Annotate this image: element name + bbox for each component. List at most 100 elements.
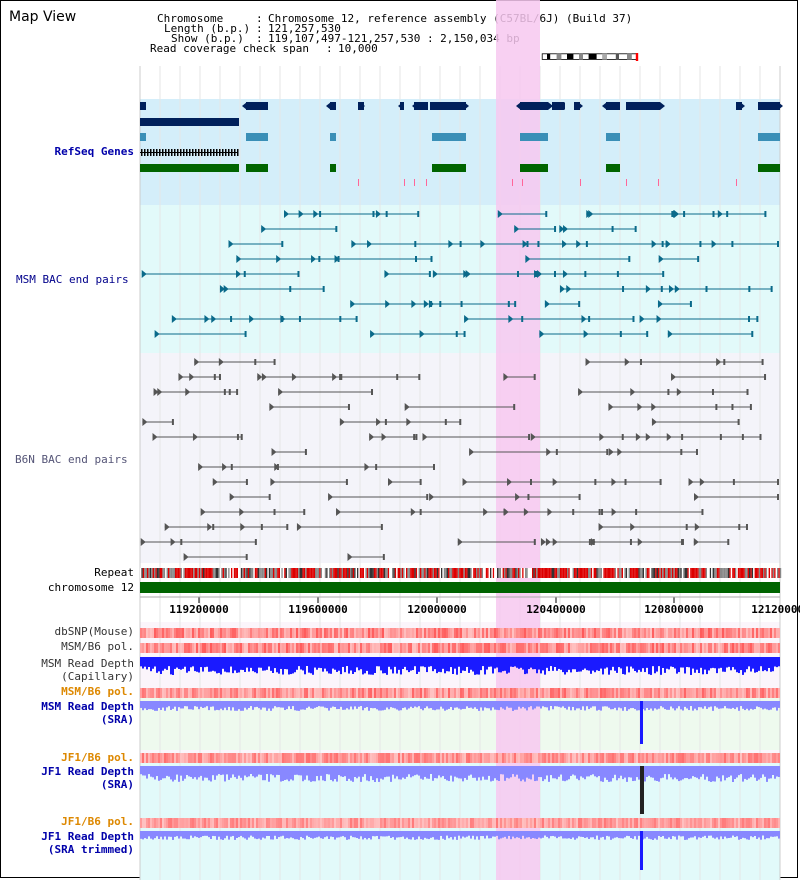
depth-bar bbox=[144, 766, 146, 776]
pol-heat-cell bbox=[752, 753, 754, 763]
track-label-b6n-bac[interactable]: B6N BAC end pairs bbox=[15, 453, 128, 466]
track-label-refseq-genes[interactable]: RefSeq Genes bbox=[54, 145, 134, 158]
axis-tick-label: 120000000 bbox=[407, 603, 467, 616]
depth-bar bbox=[368, 831, 370, 839]
pol-heat-cell bbox=[328, 818, 330, 828]
msm-bac-pair-end bbox=[522, 240, 528, 248]
pol-heat-cell bbox=[410, 688, 412, 698]
chromosome-ideogram[interactable] bbox=[531, 53, 651, 61]
pol-heat-cell bbox=[314, 643, 316, 653]
depth-bar bbox=[538, 701, 540, 707]
pol-heat-cell bbox=[714, 688, 716, 698]
repeat-element bbox=[149, 568, 152, 578]
pol-heat-cell bbox=[756, 753, 758, 763]
depth-bar bbox=[718, 831, 720, 840]
depth-bar bbox=[400, 766, 402, 780]
pol-heat-cell bbox=[488, 628, 490, 638]
pol-heat-cell bbox=[722, 753, 724, 763]
pol-heat-cell bbox=[734, 643, 736, 653]
depth-bar bbox=[576, 657, 578, 672]
depth-bar bbox=[416, 701, 418, 708]
pol-heat-cell bbox=[326, 753, 328, 763]
pol-heat-cell bbox=[342, 818, 344, 828]
depth-bar bbox=[702, 831, 704, 837]
pol-heat-cell bbox=[296, 818, 298, 828]
pol-heat-cell bbox=[744, 688, 746, 698]
depth-bar bbox=[662, 766, 664, 778]
b6n-bac-pair-end bbox=[304, 449, 307, 455]
pol-heat-cell bbox=[704, 688, 706, 698]
pol-heat-cell bbox=[344, 688, 346, 698]
pol-heat-cell bbox=[518, 628, 520, 638]
track-label-msm-bac[interactable]: MSM BAC end pairs bbox=[16, 273, 129, 286]
depth-bar bbox=[670, 701, 672, 707]
pol-heat-cell bbox=[310, 688, 312, 698]
pol-heat-cell bbox=[556, 628, 558, 638]
depth-bar bbox=[558, 657, 560, 669]
pol-heat-cell bbox=[564, 688, 566, 698]
pol-heat-cell bbox=[298, 688, 300, 698]
depth-bar bbox=[562, 766, 564, 781]
pol-heat-cell bbox=[486, 643, 488, 653]
depth-bar bbox=[296, 657, 298, 670]
depth-bar bbox=[524, 831, 526, 839]
depth-bar bbox=[668, 766, 670, 775]
pol-heat-cell bbox=[654, 818, 656, 828]
pol-heat-cell bbox=[428, 688, 430, 698]
pol-heat-cell bbox=[618, 628, 620, 638]
pol-heat-cell bbox=[418, 818, 420, 828]
pol-heat-cell bbox=[728, 753, 730, 763]
pol-heat-cell bbox=[634, 818, 636, 828]
pol-heat-cell bbox=[538, 753, 540, 763]
pol-heat-cell bbox=[340, 753, 342, 763]
repeat-element bbox=[721, 568, 723, 578]
pol-heat-cell bbox=[602, 688, 604, 698]
depth-bar bbox=[468, 766, 470, 776]
pol-heat-cell bbox=[720, 688, 722, 698]
depth-bar bbox=[632, 831, 634, 839]
repeat-element bbox=[637, 568, 639, 578]
depth-bar bbox=[524, 657, 526, 675]
depth-bar bbox=[236, 766, 238, 779]
depth-bar bbox=[376, 657, 378, 667]
msm-bac-pair-end bbox=[141, 270, 147, 278]
depth-bar bbox=[734, 766, 736, 780]
depth-bar bbox=[556, 701, 558, 707]
pol-heat-cell bbox=[274, 818, 276, 828]
pol-heat-cell bbox=[180, 688, 182, 698]
repeat-element bbox=[665, 568, 667, 578]
pol-heat-cell bbox=[254, 643, 256, 653]
depth-bar bbox=[464, 657, 466, 671]
msm-bac-pair-end bbox=[384, 270, 390, 278]
b6n-bac-pair-end bbox=[228, 389, 231, 395]
depth-bar bbox=[710, 766, 712, 782]
depth-bar bbox=[494, 657, 496, 669]
depth-bar bbox=[420, 701, 422, 709]
pol-heat-cell bbox=[286, 688, 288, 698]
pol-heat-cell bbox=[718, 818, 720, 828]
pol-heat-cell bbox=[220, 753, 222, 763]
pol-heat-cell bbox=[534, 818, 536, 828]
pol-heat-cell bbox=[532, 818, 534, 828]
repeat-element bbox=[144, 568, 146, 578]
pol-heat-cell bbox=[390, 818, 392, 828]
depth-bar bbox=[638, 701, 640, 711]
pol-heat-cell bbox=[738, 688, 740, 698]
pol-heat-cell bbox=[486, 688, 488, 698]
depth-bar bbox=[516, 701, 518, 710]
b6n-bac-pair-end bbox=[239, 508, 245, 516]
pol-heat-cell bbox=[206, 688, 208, 698]
repeat-element bbox=[543, 568, 545, 578]
depth-bar bbox=[406, 701, 408, 710]
depth-bar bbox=[462, 701, 464, 709]
depth-bar bbox=[370, 657, 372, 675]
depth-bar bbox=[240, 766, 242, 778]
depth-bar bbox=[586, 701, 588, 707]
repeat-element bbox=[221, 568, 223, 578]
pol-heat-cell bbox=[402, 643, 404, 653]
depth-bar bbox=[420, 831, 422, 840]
depth-bar bbox=[664, 701, 666, 710]
depth-bar bbox=[624, 831, 626, 838]
pol-heat-cell bbox=[558, 643, 560, 653]
